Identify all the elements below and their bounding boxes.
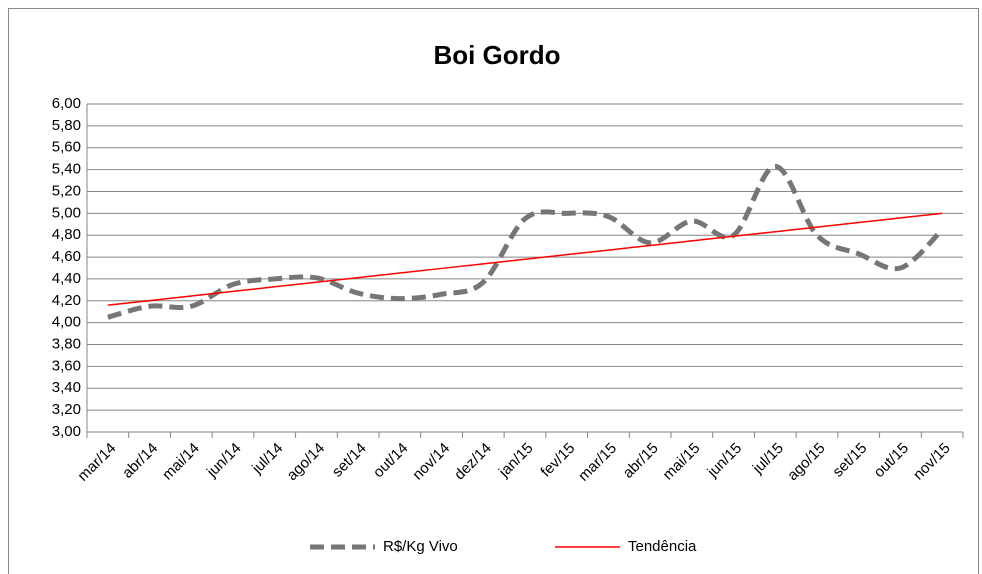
- y-tick-label: 4,40: [52, 270, 81, 287]
- y-tick-label: 3,80: [52, 336, 81, 353]
- y-tick-label: 5,20: [52, 182, 81, 199]
- legend-label: R$/Kg Vivo: [383, 538, 458, 555]
- y-tick-label: 3,20: [52, 401, 81, 418]
- y-tick-label: 4,80: [52, 226, 81, 243]
- series-line: [107, 163, 944, 320]
- y-tick-label: 5,00: [52, 204, 81, 221]
- y-tick-label: 6,00: [52, 95, 81, 112]
- y-tick-label: 4,20: [52, 292, 81, 309]
- chart-border: [8, 8, 979, 574]
- y-tick-label: 3,40: [52, 379, 81, 396]
- y-tick-label: 4,00: [52, 314, 81, 331]
- y-tick-label: 3,00: [52, 423, 81, 440]
- y-tick-label: 5,60: [52, 139, 81, 156]
- chart-title: Boi Gordo: [433, 40, 560, 70]
- y-tick-label: 3,60: [52, 357, 81, 374]
- y-tick-label: 5,80: [52, 117, 81, 134]
- y-tick-label: 5,40: [52, 161, 81, 178]
- y-tick-label: 4,60: [52, 248, 81, 265]
- series-line: [107, 212, 943, 306]
- legend-label: Tendência: [628, 538, 697, 555]
